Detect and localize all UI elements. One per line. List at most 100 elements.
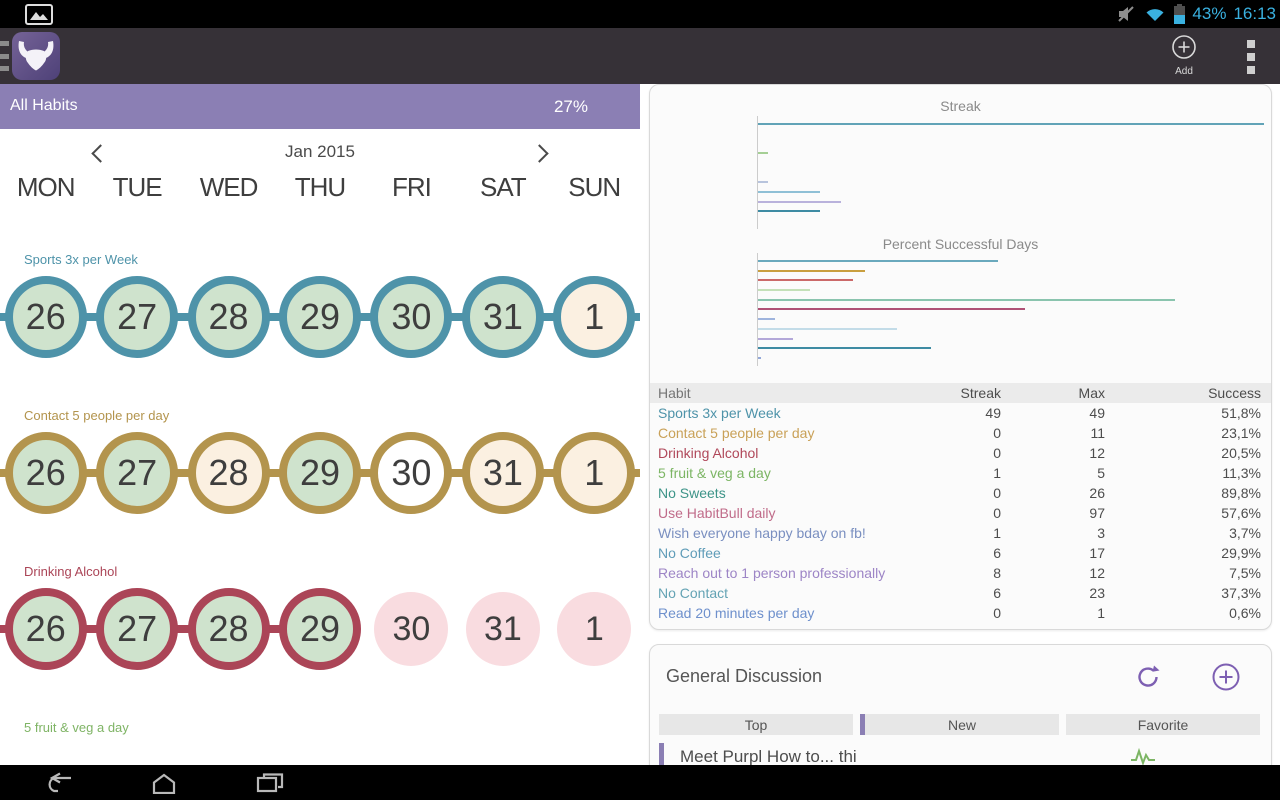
chart-row bbox=[758, 347, 1222, 350]
table-row[interactable]: Drinking Alcohol 0 12 20,5% bbox=[650, 443, 1271, 463]
chart-row bbox=[758, 289, 1222, 292]
streak-cell: 0 bbox=[993, 505, 1001, 521]
day-circle[interactable]: 27 bbox=[96, 276, 179, 358]
habit-cell: Read 20 minutes per day bbox=[658, 605, 815, 621]
table-row[interactable]: No Contact 6 23 37,3% bbox=[650, 583, 1271, 603]
chart-row bbox=[758, 142, 1264, 144]
max-cell: 23 bbox=[1089, 585, 1105, 601]
chart-bar bbox=[758, 279, 854, 282]
habit-cell: Contact 5 people per day bbox=[658, 425, 815, 441]
day-circle[interactable]: 27 bbox=[96, 432, 179, 514]
table-row[interactable]: Contact 5 people per day 0 11 23,1% bbox=[650, 423, 1271, 443]
habit-name-label[interactable]: Sports 3x per Week bbox=[24, 252, 138, 267]
day-circle[interactable]: 29 bbox=[279, 588, 361, 670]
max-cell: 26 bbox=[1089, 485, 1105, 501]
day-circle[interactable]: 28 bbox=[187, 588, 270, 670]
new-post-button[interactable] bbox=[1211, 662, 1241, 692]
overflow-menu-icon[interactable] bbox=[1247, 40, 1256, 74]
table-row[interactable]: Use HabitBull daily 0 97 57,6% bbox=[650, 503, 1271, 523]
tab-top[interactable]: Top bbox=[659, 714, 853, 735]
streak-cell: 0 bbox=[993, 485, 1001, 501]
chart-bar bbox=[758, 347, 932, 350]
table-header-cell: Streak bbox=[960, 385, 1001, 401]
chart-row bbox=[758, 200, 1264, 203]
day-header: WED bbox=[199, 172, 259, 202]
habit-name-label[interactable]: Drinking Alcohol bbox=[24, 564, 118, 579]
table-row[interactable]: No Coffee 6 17 29,9% bbox=[650, 543, 1271, 563]
table-row[interactable]: Sports 3x per Week 49 49 51,8% bbox=[650, 403, 1271, 423]
table-row[interactable]: 5 fruit & veg a day 1 5 11,3% bbox=[650, 463, 1271, 483]
chart-row bbox=[758, 318, 1222, 321]
all-habits-summary-bar[interactable]: All Habits 27% bbox=[0, 84, 640, 129]
chart-row bbox=[758, 327, 1222, 330]
table-row[interactable]: Read 20 minutes per day 0 1 0,6% bbox=[650, 603, 1271, 623]
chart-bar bbox=[758, 259, 999, 262]
day-circle[interactable]: 30 bbox=[370, 276, 453, 358]
chart-bar bbox=[758, 200, 841, 203]
max-cell: 1 bbox=[1097, 605, 1105, 621]
tab-new[interactable]: New bbox=[860, 714, 1059, 735]
add-button[interactable]: Add bbox=[1162, 34, 1206, 80]
day-circle[interactable]: 29 bbox=[279, 432, 361, 514]
habit-cell: Reach out to 1 person professionally bbox=[658, 565, 886, 581]
day-header: MON bbox=[16, 172, 76, 202]
bull-head bbox=[25, 49, 47, 71]
day-circle[interactable]: 30 bbox=[370, 432, 453, 514]
post-title[interactable]: Meet Purpl How to... thi bbox=[680, 747, 857, 765]
habitbull-logo[interactable] bbox=[12, 32, 60, 80]
recents-button[interactable] bbox=[230, 769, 310, 797]
chart-row bbox=[758, 181, 1264, 184]
max-cell: 97 bbox=[1089, 505, 1105, 521]
chart-bar bbox=[758, 327, 897, 330]
day-circle[interactable]: 31 bbox=[465, 592, 540, 666]
streak-cell: 6 bbox=[993, 585, 1001, 601]
back-button[interactable] bbox=[18, 769, 98, 797]
day-circle[interactable]: 26 bbox=[4, 432, 87, 514]
wifi-icon bbox=[1146, 9, 1164, 21]
chart-bar bbox=[758, 122, 1264, 125]
max-cell: 12 bbox=[1089, 565, 1105, 581]
day-circle[interactable]: 28 bbox=[187, 276, 270, 358]
streak-cell: 1 bbox=[993, 465, 1001, 481]
day-circle[interactable]: 1 bbox=[557, 592, 632, 666]
day-circle[interactable]: 31 bbox=[461, 276, 544, 358]
drawer-handle-icon[interactable] bbox=[0, 41, 9, 71]
day-circle[interactable]: 1 bbox=[553, 276, 636, 358]
battery-percent: 43% bbox=[1192, 4, 1227, 23]
chart-bar bbox=[758, 269, 866, 272]
home-icon bbox=[152, 773, 176, 794]
success-cell: 57,6% bbox=[1221, 505, 1261, 521]
discussion-tabs: Top New Favorite bbox=[659, 714, 1260, 735]
chart-bar bbox=[758, 318, 776, 321]
calendar-nav: Jan 2015 bbox=[0, 129, 640, 169]
day-circle[interactable]: 29 bbox=[279, 276, 361, 358]
max-cell: 3 bbox=[1097, 525, 1105, 541]
chart-row bbox=[758, 210, 1264, 213]
habit-name-label[interactable]: Contact 5 people per day bbox=[24, 408, 170, 423]
success-cell: 23,1% bbox=[1221, 425, 1261, 441]
chart-bar bbox=[758, 152, 769, 155]
day-circle[interactable]: 31 bbox=[461, 432, 544, 514]
success-cell: 89,8% bbox=[1221, 485, 1261, 501]
mute-icon bbox=[1118, 6, 1135, 22]
day-circle[interactable]: 26 bbox=[4, 276, 87, 358]
tab-favorite[interactable]: Favorite bbox=[1066, 714, 1260, 735]
refresh-button[interactable] bbox=[1133, 662, 1163, 692]
day-circle[interactable]: 1 bbox=[553, 432, 636, 514]
summary-title: All Habits bbox=[10, 97, 78, 114]
success-cell: 0,6% bbox=[1229, 605, 1261, 621]
day-circle[interactable]: 28 bbox=[187, 432, 270, 514]
month-label: Jan 2015 bbox=[285, 142, 355, 161]
table-row[interactable]: No Sweets 0 26 89,8% bbox=[650, 483, 1271, 503]
activity-sparkline-icon bbox=[1130, 747, 1156, 765]
table-row[interactable]: Reach out to 1 person professionally 8 12 7… bbox=[650, 563, 1271, 583]
table-row[interactable]: Wish everyone happy bday on fb! 1 3 3,7% bbox=[650, 523, 1271, 543]
back-icon bbox=[48, 772, 71, 792]
day-circle[interactable]: 30 bbox=[374, 592, 449, 666]
day-circle[interactable]: 27 bbox=[96, 588, 179, 670]
day-header: TUE bbox=[112, 172, 163, 202]
home-button[interactable] bbox=[124, 769, 204, 797]
success-cell: 37,3% bbox=[1221, 585, 1261, 601]
habit-name-label[interactable]: 5 fruit & veg a day bbox=[24, 720, 129, 735]
day-circle[interactable]: 26 bbox=[4, 588, 87, 670]
